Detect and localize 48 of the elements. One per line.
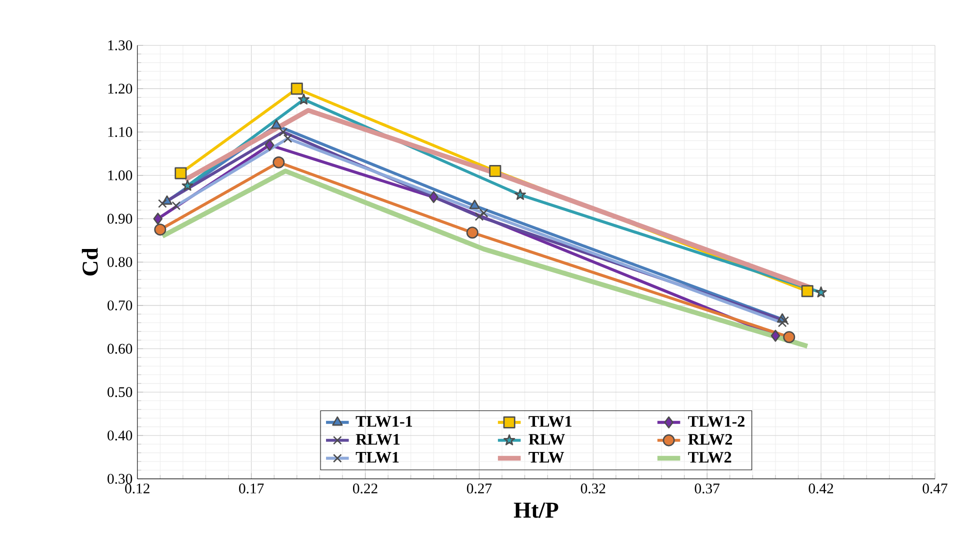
point xyxy=(514,188,526,200)
legend-label: RLW2 xyxy=(688,434,732,445)
y-tick-label: 1.00 xyxy=(108,170,132,180)
legend-label: TLW1 xyxy=(356,452,399,463)
point xyxy=(271,119,282,129)
y-tick-label: 0.30 xyxy=(108,474,132,484)
y-tick-label: 1.30 xyxy=(108,40,132,50)
y-tick-label: 0.70 xyxy=(108,300,132,310)
x-tick-label: 0.42 xyxy=(808,483,834,494)
point xyxy=(272,156,285,168)
x-tick-label: 0.37 xyxy=(694,483,720,494)
point xyxy=(154,223,166,236)
point xyxy=(469,200,480,209)
point xyxy=(298,93,310,104)
point xyxy=(153,212,163,225)
point xyxy=(182,180,194,191)
x-tick-label: 0.27 xyxy=(466,483,492,494)
y-tick-label: 1.20 xyxy=(108,84,132,94)
legend-label: TLW1-2 xyxy=(688,416,744,427)
point xyxy=(466,226,478,239)
point xyxy=(801,285,814,298)
point xyxy=(783,330,796,343)
point xyxy=(290,82,303,95)
y-tick-label: 1.10 xyxy=(108,126,132,137)
y-tick-label: 0.60 xyxy=(108,344,132,354)
legend-label: RLW1 xyxy=(356,434,400,445)
y-tick-label: 0.40 xyxy=(108,430,132,440)
legend-label: RLW xyxy=(528,434,565,445)
y-axis-title: Cd xyxy=(82,248,98,276)
legend-label: TLW xyxy=(528,452,564,463)
legend-label: TLW2 xyxy=(688,452,732,463)
x-tick-label: 0.47 xyxy=(922,483,948,494)
y-tick-label: 0.90 xyxy=(108,214,132,224)
y-tick-label: 0.50 xyxy=(108,387,132,398)
legend-label: TLW1-1 xyxy=(356,416,412,427)
point xyxy=(428,190,438,203)
x-axis-title: Ht/P xyxy=(514,502,558,518)
point xyxy=(770,330,780,342)
point xyxy=(815,286,827,298)
x-tick-label: 0.22 xyxy=(353,483,378,494)
point xyxy=(264,138,274,151)
x-tick-label: 0.17 xyxy=(239,483,264,494)
x-tick-label: 0.12 xyxy=(125,483,150,494)
x-tick-label: 0.32 xyxy=(580,483,606,494)
y-tick-label: 0.80 xyxy=(108,257,132,267)
point xyxy=(489,164,502,177)
legend-label: TLW1 xyxy=(528,416,572,427)
point xyxy=(174,167,187,180)
